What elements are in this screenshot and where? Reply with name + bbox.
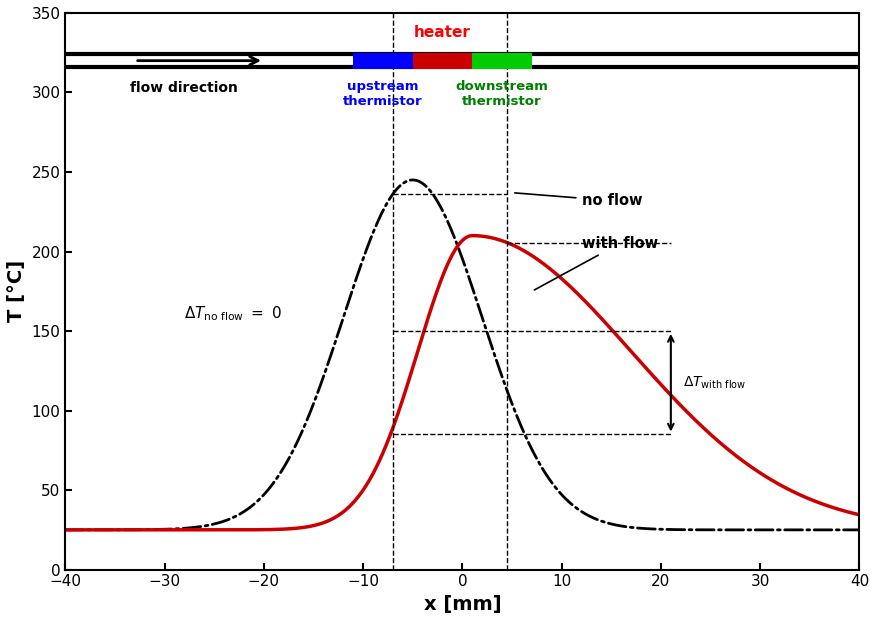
Text: with flow: with flow <box>534 236 658 290</box>
Text: heater: heater <box>414 25 471 40</box>
Text: $\Delta T_{\rm with\ flow}$: $\Delta T_{\rm with\ flow}$ <box>682 374 746 391</box>
Bar <box>472 53 532 68</box>
Bar <box>353 53 413 68</box>
Text: $\Delta T_{\rm no\ flow}\ =\ 0$: $\Delta T_{\rm no\ flow}\ =\ 0$ <box>185 304 283 323</box>
Text: no flow: no flow <box>515 193 642 208</box>
Text: downstream
thermistor: downstream thermistor <box>456 79 548 108</box>
Y-axis label: T [°C]: T [°C] <box>7 260 26 322</box>
X-axis label: x [mm]: x [mm] <box>424 595 501 614</box>
Bar <box>413 53 472 68</box>
Text: flow direction: flow direction <box>130 81 237 96</box>
Text: upstream
thermistor: upstream thermistor <box>343 79 423 108</box>
